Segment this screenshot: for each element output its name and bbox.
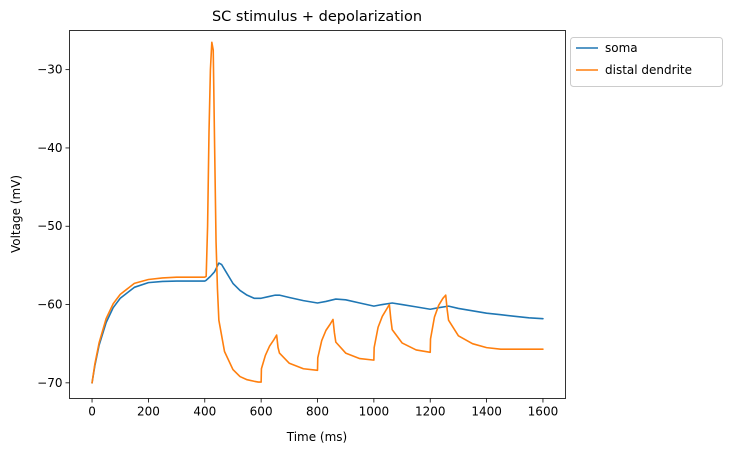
legend: soma distal dendrite bbox=[570, 37, 723, 87]
y-tick-label: −50 bbox=[37, 219, 62, 233]
x-axis-label: Time (ms) bbox=[286, 430, 348, 444]
x-tick-label: 1200 bbox=[415, 405, 446, 419]
x-tick-label: 1000 bbox=[359, 405, 390, 419]
series-line-soma bbox=[91, 262, 544, 384]
x-tick-label: 600 bbox=[250, 405, 273, 419]
y-axis-ticks: −70 −60 −50 −40 −30 bbox=[37, 63, 70, 390]
legend-label-distal-dendrite: distal dendrite bbox=[605, 63, 692, 77]
x-tick-label: 1600 bbox=[528, 405, 559, 419]
x-tick-label: 1400 bbox=[471, 405, 502, 419]
plot-frame bbox=[69, 30, 566, 399]
chart-title: SC stimulus + depolarization bbox=[212, 9, 422, 25]
plot-area bbox=[69, 30, 566, 399]
x-tick-label: 400 bbox=[193, 405, 216, 419]
y-axis-label: Voltage (mV) bbox=[9, 175, 23, 253]
x-tick-label: 0 bbox=[88, 405, 96, 419]
y-tick-label: −70 bbox=[37, 376, 62, 390]
legend-entries: soma distal dendrite bbox=[576, 41, 692, 77]
x-axis-ticks: 0 200 400 600 800 1000 1200 1400 1600 bbox=[88, 398, 559, 419]
y-tick-label: −40 bbox=[37, 141, 62, 155]
legend-frame bbox=[570, 37, 723, 87]
series-line-distal-dendrite bbox=[91, 41, 544, 384]
x-tick-label: 800 bbox=[306, 405, 329, 419]
series-layer bbox=[91, 41, 544, 384]
y-tick-label: −30 bbox=[37, 63, 62, 77]
y-tick-label: −60 bbox=[37, 298, 62, 312]
x-tick-label: 200 bbox=[137, 405, 160, 419]
legend-label-soma: soma bbox=[605, 41, 638, 55]
